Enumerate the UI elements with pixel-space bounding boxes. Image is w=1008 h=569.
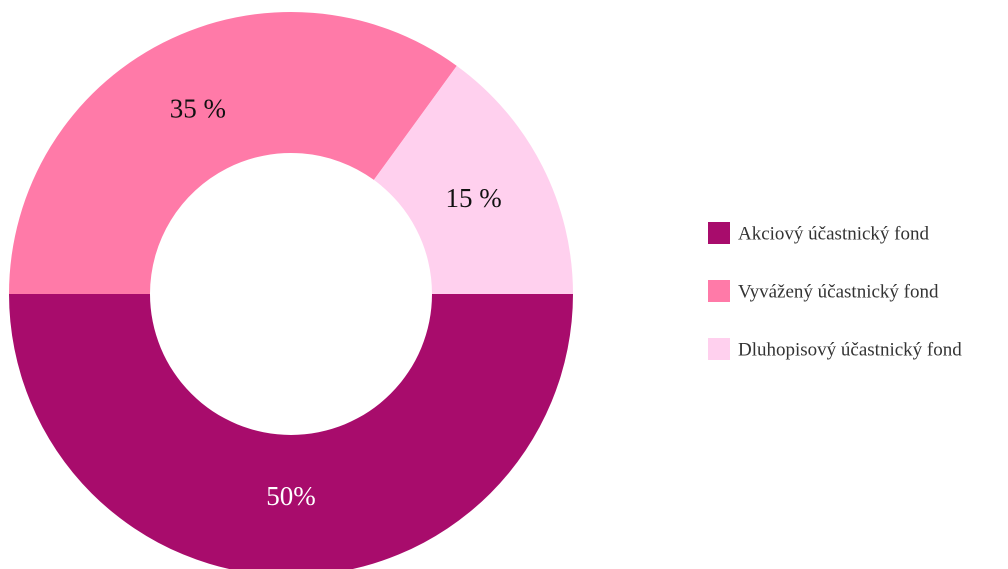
legend-label: Akciový účastnický fond xyxy=(738,223,930,244)
legend-label: Dluhopisový účastnický fond xyxy=(738,339,962,360)
legend-swatch xyxy=(708,338,730,360)
legend-swatch xyxy=(708,222,730,244)
slice xyxy=(9,294,573,569)
value-label: 35 % xyxy=(170,94,226,124)
value-label: 15 % xyxy=(446,183,502,213)
legend-label: Vyvážený účastnický fond xyxy=(738,281,939,302)
legend-swatch xyxy=(708,280,730,302)
value-label: 50% xyxy=(266,481,316,511)
slice xyxy=(9,12,457,295)
slice xyxy=(373,65,573,294)
